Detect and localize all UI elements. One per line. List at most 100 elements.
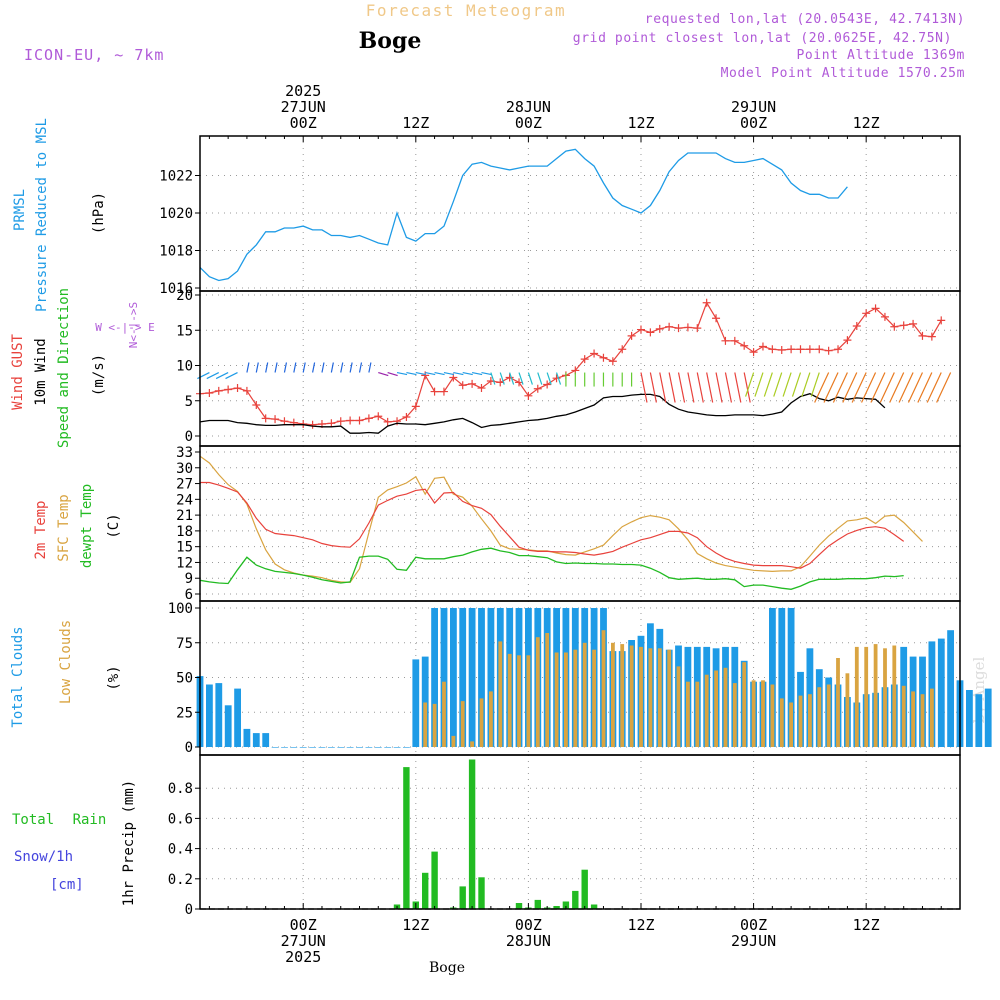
precip-label-cm: [cm]: [50, 877, 84, 893]
low-clouds-bar: [629, 645, 634, 747]
rain-bar: [581, 869, 588, 909]
wind-direction-arrow: [814, 372, 830, 403]
low-clouds-bar: [845, 673, 850, 747]
gust-marker: [299, 420, 308, 429]
gust-marker: [749, 348, 758, 357]
y-tick-label: 30: [176, 461, 193, 477]
gust-marker: [411, 402, 420, 411]
wind-compass-we: W <-|-> E: [95, 321, 155, 334]
y-tick-label: 33: [176, 445, 193, 461]
total-clouds-bar: [365, 747, 373, 748]
total-clouds-bar: [299, 747, 307, 748]
low-clouds-bar: [836, 658, 840, 747]
wind-direction-arrow: [715, 372, 723, 403]
wind-direction-arrow: [340, 362, 344, 373]
y-tick-label: 25: [176, 705, 193, 721]
total-clouds-bar: [787, 608, 795, 747]
total-clouds-bar: [215, 683, 223, 747]
wind-direction-arrow: [898, 372, 914, 403]
wind-direction-arrow: [889, 372, 905, 403]
footer-location: Boge: [429, 960, 465, 976]
wind-direction-arrow: [832, 372, 848, 403]
rain-bar: [562, 901, 570, 909]
y-tick-label: 1020: [159, 206, 193, 222]
y-tick-label: 0.8: [168, 781, 193, 797]
wind-direction-arrow: [546, 372, 552, 385]
total-clouds-bar: [346, 747, 354, 748]
wind-direction-arrow: [499, 372, 505, 385]
dewpt-line: [199, 547, 904, 590]
y-tick-label: 6: [185, 587, 193, 603]
total-clouds-bar: [403, 747, 410, 748]
gust-marker: [439, 387, 448, 396]
wind-direction-arrow: [724, 372, 733, 403]
time-label-bottom: 12Z: [627, 916, 654, 934]
gust-marker: [852, 322, 861, 331]
wind-direction-arrow: [527, 372, 533, 385]
low-clouds-bar: [686, 681, 690, 747]
gust-marker: [552, 374, 561, 383]
wind-direction-arrow: [659, 372, 667, 403]
low-clouds-bar: [704, 674, 709, 747]
low-clouds-bar: [657, 648, 662, 747]
total-clouds-bar: [374, 747, 382, 748]
low-clouds-bar: [498, 641, 503, 747]
gust-marker: [927, 332, 936, 341]
gust-marker: [899, 321, 908, 330]
y-tick-label: 0: [185, 429, 193, 445]
total-clouds-bar: [271, 747, 279, 748]
wind-direction-arrow: [283, 362, 288, 373]
wind-direction-arrow: [936, 372, 952, 403]
wind-direction-arrow: [396, 371, 408, 376]
low-clouds-bar: [817, 687, 822, 747]
clouds-label-total: Total Clouds: [10, 626, 26, 727]
precip-unit: 1hr Precip (mm): [121, 780, 137, 906]
wind-direction-arrow: [754, 372, 764, 397]
low-clouds-bar: [930, 688, 934, 747]
low-clouds-bar: [901, 685, 906, 747]
gust-marker: [533, 384, 542, 393]
y-tick-label: 1018: [159, 244, 193, 260]
wind-direction-arrow: [823, 372, 839, 403]
wind-direction-arrow: [879, 372, 895, 403]
y-tick-label: 10: [176, 359, 193, 375]
time-label-bottom: 00Z: [740, 916, 767, 934]
wind-direction-arrow: [745, 372, 755, 397]
wind-direction-arrow: [265, 362, 269, 373]
model-label: ICON-EU, ~ 7km: [24, 46, 164, 64]
y-tick-label: 18: [176, 524, 193, 540]
gust-marker: [252, 400, 261, 409]
gust-marker: [233, 384, 242, 393]
low-clouds-bar: [732, 683, 737, 747]
gust-marker: [834, 345, 843, 354]
total-clouds-bar: [243, 728, 251, 747]
low-clouds-bar: [535, 637, 540, 747]
y-tick-label: 1016: [159, 281, 193, 297]
total-clouds-bar: [487, 608, 495, 747]
low-clouds-bar: [620, 644, 625, 747]
low-clouds-bar: [442, 681, 446, 747]
wind-direction-arrow: [537, 372, 543, 385]
wind-direction-arrow: [926, 372, 942, 403]
gust-marker: [805, 345, 814, 354]
total-clouds-bar: [778, 608, 786, 747]
wind-direction-arrow: [425, 371, 436, 376]
gust-marker: [890, 322, 899, 331]
low-clouds-bar: [676, 666, 681, 747]
temp-label-sfc: SFC Temp: [56, 494, 72, 561]
pressure-line: [199, 148, 848, 282]
wind-direction-arrow: [462, 371, 473, 376]
y-tick-label: 75: [176, 636, 193, 652]
gust-marker: [599, 353, 608, 362]
wind-direction-arrow: [801, 372, 811, 397]
gust-marker: [590, 349, 599, 358]
low-clouds-bar: [826, 684, 831, 747]
total-clouds-bar: [937, 638, 945, 747]
low-clouds-bar: [573, 649, 578, 747]
low-clouds-bar: [639, 646, 643, 747]
total-clouds-bar: [393, 747, 401, 748]
low-clouds-bar: [667, 649, 672, 747]
wind-direction-arrow: [490, 372, 496, 385]
y-tick-label: 1022: [159, 169, 193, 185]
